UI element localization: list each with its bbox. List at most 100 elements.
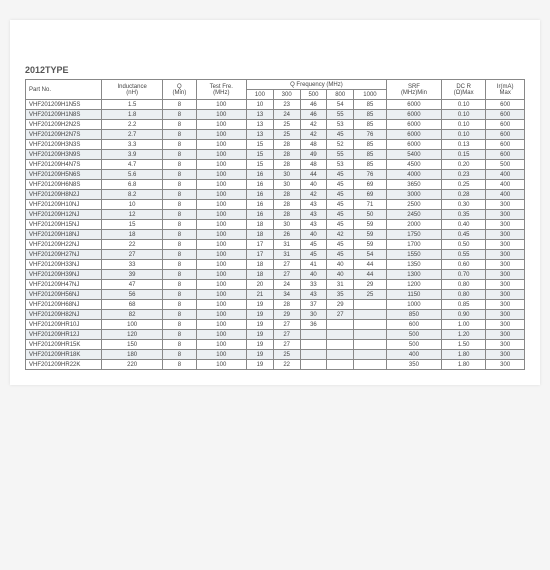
table-cell: 2450 xyxy=(386,210,441,220)
table-cell: 40 xyxy=(300,270,327,280)
table-cell: 25 xyxy=(273,350,300,360)
table-cell: 300 xyxy=(486,200,525,210)
table-cell: 100 xyxy=(196,310,247,320)
table-cell: 100 xyxy=(196,210,247,220)
table-cell: 30 xyxy=(273,220,300,230)
table-cell: 100 xyxy=(196,130,247,140)
table-cell: 28 xyxy=(273,300,300,310)
table-cell: 0.40 xyxy=(442,220,486,230)
table-cell: 300 xyxy=(486,360,525,370)
table-row: VHF201209H27NJ278100173145455415500.5530… xyxy=(26,250,525,260)
table-cell: 400 xyxy=(386,350,441,360)
table-cell: 100 xyxy=(196,100,247,110)
table-cell: 600 xyxy=(386,320,441,330)
table-cell: 0.85 xyxy=(442,300,486,310)
table-cell: VHF201209H10NJ xyxy=(26,200,102,210)
table-cell: 8 xyxy=(163,130,196,140)
table-cell: 19 xyxy=(247,350,274,360)
table-cell: 100 xyxy=(196,300,247,310)
table-cell: 43 xyxy=(300,200,327,210)
table-cell: VHF201209H18NJ xyxy=(26,230,102,240)
table-cell: 2500 xyxy=(386,200,441,210)
table-cell: 54 xyxy=(327,100,354,110)
table-cell: 400 xyxy=(486,180,525,190)
table-cell: VHF201209HR12J xyxy=(26,330,102,340)
table-cell: 44 xyxy=(354,260,387,270)
table-cell: VHF201209H15NJ xyxy=(26,220,102,230)
table-cell: 18 xyxy=(247,270,274,280)
table-cell: 39 xyxy=(102,270,163,280)
table-cell: 71 xyxy=(354,200,387,210)
table-cell: 100 xyxy=(196,220,247,230)
table-cell: 8 xyxy=(163,210,196,220)
table-cell: 16 xyxy=(247,200,274,210)
table-cell: VHF201209H47NJ xyxy=(26,280,102,290)
table-row: VHF201209H6N8S6.88100163040456936500.254… xyxy=(26,180,525,190)
table-cell: 1300 xyxy=(386,270,441,280)
table-cell: 43 xyxy=(300,210,327,220)
table-cell: 47 xyxy=(102,280,163,290)
table-cell: VHF201209H6N8S xyxy=(26,180,102,190)
table-row: VHF201209H5N6S5.68100163044457640000.234… xyxy=(26,170,525,180)
table-cell: 10 xyxy=(102,200,163,210)
table-cell: 100 xyxy=(196,350,247,360)
table-cell: 3000 xyxy=(386,190,441,200)
table-cell: 2000 xyxy=(386,220,441,230)
table-cell: 0.80 xyxy=(442,290,486,300)
table-cell: 16 xyxy=(247,180,274,190)
table-cell: 44 xyxy=(300,170,327,180)
table-cell: 43 xyxy=(300,220,327,230)
table-cell: 41 xyxy=(300,260,327,270)
table-cell: 45 xyxy=(327,190,354,200)
table-row: VHF201209H56NJ568100213443352511500.8030… xyxy=(26,290,525,300)
table-cell: 100 xyxy=(196,280,247,290)
table-cell: 16 xyxy=(247,210,274,220)
table-cell: 85 xyxy=(354,160,387,170)
table-row: VHF201209H47NJ478100202433312912000.8030… xyxy=(26,280,525,290)
table-cell: 600 xyxy=(486,110,525,120)
table-row: VHF201209H22NJ228100173145455917000.5030… xyxy=(26,240,525,250)
table-cell: VHF201209HR10J xyxy=(26,320,102,330)
table-cell: 8 xyxy=(163,230,196,240)
table-cell: 45 xyxy=(327,210,354,220)
table-cell: 300 xyxy=(486,330,525,340)
table-cell: 300 xyxy=(486,250,525,260)
table-cell: 100 xyxy=(196,140,247,150)
table-cell: 19 xyxy=(247,360,274,370)
table-cell: 220 xyxy=(102,360,163,370)
table-cell: 300 xyxy=(486,270,525,280)
table-cell: 600 xyxy=(486,130,525,140)
table-cell: 40 xyxy=(327,270,354,280)
table-cell: 1550 xyxy=(386,250,441,260)
table-cell: VHF201209HR22K xyxy=(26,360,102,370)
table-cell: 46 xyxy=(300,100,327,110)
table-cell: 1000 xyxy=(386,300,441,310)
col-testfre: Test Fre.(MHz) xyxy=(196,80,247,100)
table-cell: 0.80 xyxy=(442,280,486,290)
table-cell: 54 xyxy=(354,250,387,260)
table-cell: 29 xyxy=(354,280,387,290)
table-cell: 19 xyxy=(247,340,274,350)
table-cell xyxy=(300,360,327,370)
table-cell: 100 xyxy=(196,290,247,300)
table-cell: VHF201209H1N5S xyxy=(26,100,102,110)
col-partno: Part No. xyxy=(26,80,102,100)
table-cell: 1200 xyxy=(386,280,441,290)
table-cell: 21 xyxy=(247,290,274,300)
table-cell xyxy=(300,350,327,360)
table-cell: 150 xyxy=(102,340,163,350)
table-cell: 100 xyxy=(196,320,247,330)
table-row: VHF201209H1N5S1.58100102346548560000.106… xyxy=(26,100,525,110)
table-cell: 8.2 xyxy=(102,190,163,200)
table-cell: 8 xyxy=(163,190,196,200)
table-row: VHF201209HR15K150810019275001.50300 xyxy=(26,340,525,350)
table-cell: 300 xyxy=(486,340,525,350)
table-cell: 8 xyxy=(163,290,196,300)
table-cell: 8 xyxy=(163,120,196,130)
table-cell xyxy=(300,340,327,350)
table-cell: 28 xyxy=(273,210,300,220)
table-cell: 15 xyxy=(247,160,274,170)
table-cell: 27 xyxy=(273,320,300,330)
table-head: Part No. Inductance(nH) Q(Min) Test Fre.… xyxy=(26,80,525,100)
table-cell: 15 xyxy=(102,220,163,230)
